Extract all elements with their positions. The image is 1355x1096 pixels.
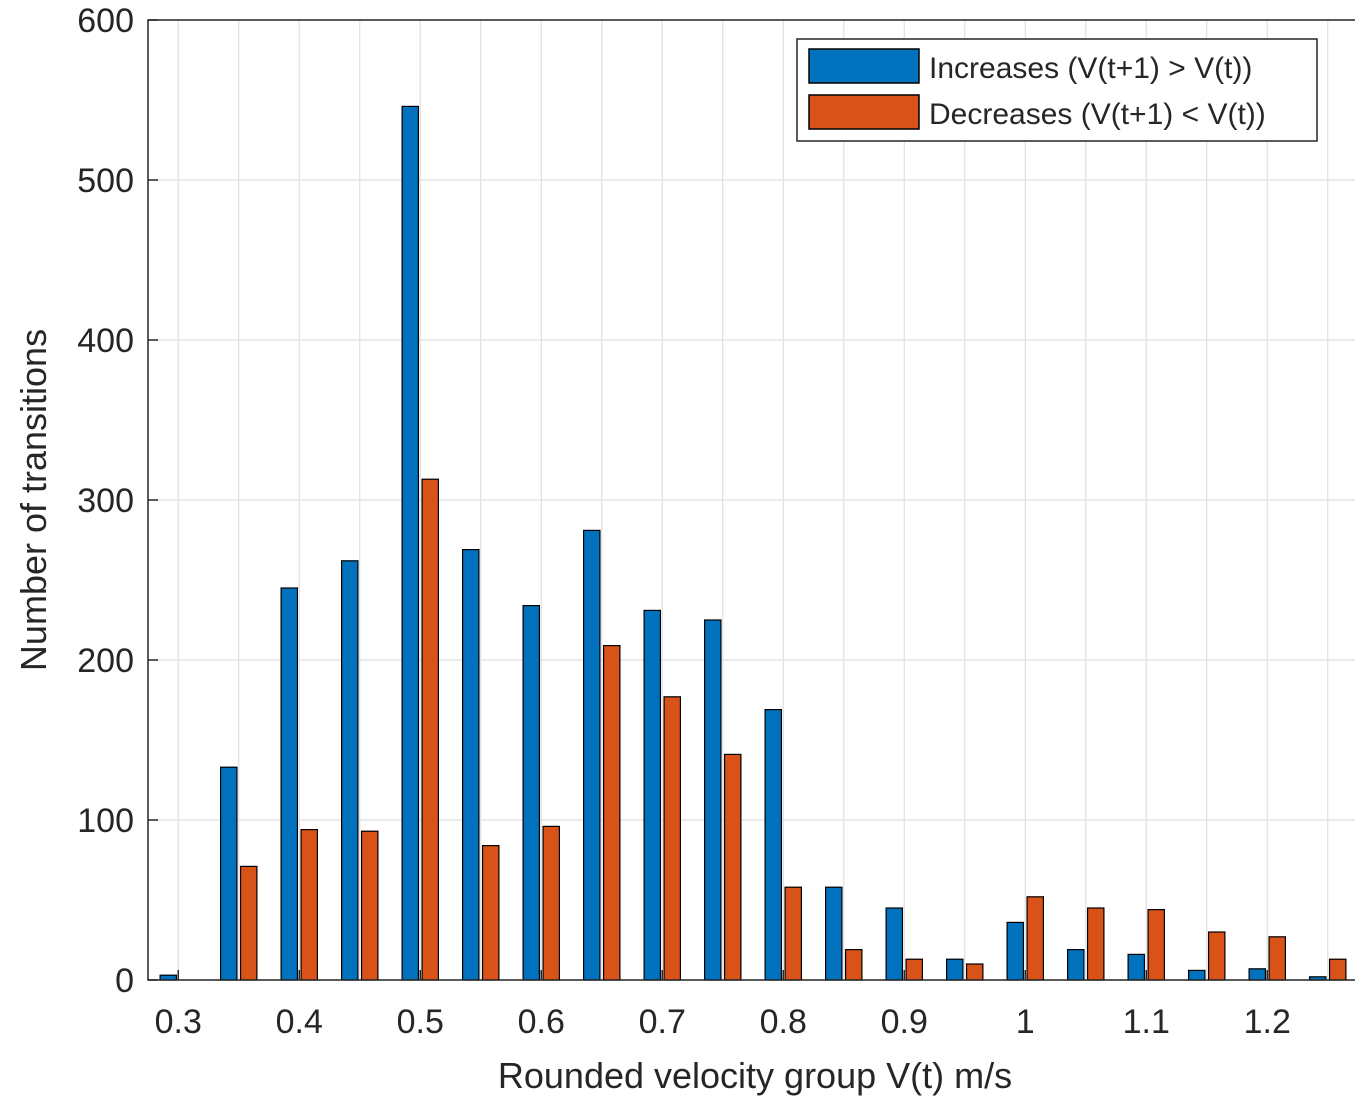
bar-decreases [239, 865, 258, 981]
bar-decreases [1147, 908, 1165, 981]
bar-decreases [784, 886, 803, 981]
x-tick-label: 1.1 [1123, 1003, 1170, 1041]
x-tick-label: 0.3 [155, 1003, 202, 1041]
legend-swatch-decreases [808, 94, 920, 130]
bar-decreases [1328, 958, 1347, 981]
legend-swatch-increases [808, 48, 920, 84]
bars [159, 105, 1347, 981]
x-tick-label: 0.7 [639, 1003, 686, 1041]
bar-decreases [542, 825, 561, 981]
y-axis-title: Number of transitions [13, 329, 54, 671]
x-tick-label: 0.8 [760, 1003, 807, 1041]
bar-increases [703, 619, 722, 981]
bar-decreases [1026, 896, 1044, 981]
bar-increases [522, 604, 541, 981]
bar-increases [341, 560, 359, 981]
bar-decreases [602, 644, 621, 981]
bar-increases [1127, 953, 1146, 981]
bar-decreases [663, 696, 682, 981]
bar-increases [462, 548, 480, 981]
y-tick-label: 100 [77, 802, 134, 840]
bar-decreases [300, 828, 319, 981]
bar-decreases [965, 963, 984, 981]
x-axis-title: Rounded velocity group V(t) m/s [498, 1055, 1012, 1096]
bar-decreases [421, 478, 440, 981]
y-axis-ticks: 0 100 200 300 400 500 600 [77, 2, 158, 1000]
y-tick-label: 300 [77, 482, 134, 520]
x-tick-label: 0.5 [397, 1003, 444, 1041]
x-tick-label: 1.2 [1244, 1003, 1291, 1041]
bar-increases [401, 105, 420, 981]
x-axis-ticks: 0.3 0.4 0.5 0.6 0.7 0.8 0.9 1 1.1 1.2 [155, 970, 1291, 1041]
bar-increases [824, 886, 843, 981]
y-tick-label: 200 [77, 642, 134, 680]
x-tick-label: 0.4 [276, 1003, 323, 1041]
bar-decreases [1268, 936, 1286, 981]
bar-decreases [844, 948, 863, 981]
bar-increases [885, 907, 904, 981]
y-tick-label: 600 [77, 2, 134, 40]
bar-decreases [1207, 931, 1226, 981]
bar-decreases [723, 753, 742, 981]
bar-increases [220, 766, 238, 981]
bar-increases [764, 708, 783, 981]
bar-increases [1066, 948, 1085, 981]
y-tick-label: 0 [115, 962, 134, 1000]
bar-decreases [481, 844, 500, 981]
x-tick-label: 1 [1016, 1003, 1035, 1041]
bar-increases [643, 609, 662, 981]
bar-decreases [1086, 907, 1105, 981]
y-tick-label: 500 [77, 162, 134, 200]
bar-decreases [360, 830, 379, 981]
bar-increases [280, 587, 299, 981]
bar-decreases [905, 958, 924, 981]
legend-label-decreases: Decreases (V(t+1) < V(t)) [929, 98, 1266, 131]
bar-increases [1006, 921, 1025, 981]
legend-label-increases: Increases (V(t+1) > V(t)) [929, 52, 1252, 85]
bar-increases [945, 958, 964, 981]
x-tick-label: 0.6 [518, 1003, 565, 1041]
bar-increases [582, 529, 601, 981]
bar-increases [1248, 968, 1267, 981]
y-tick-label: 400 [77, 322, 134, 360]
x-tick-label: 0.9 [881, 1003, 928, 1041]
legend: Increases (V(t+1) > V(t)) Decreases (V(t… [796, 38, 1318, 142]
grid [148, 19, 1355, 981]
bar-increases [1187, 969, 1206, 981]
